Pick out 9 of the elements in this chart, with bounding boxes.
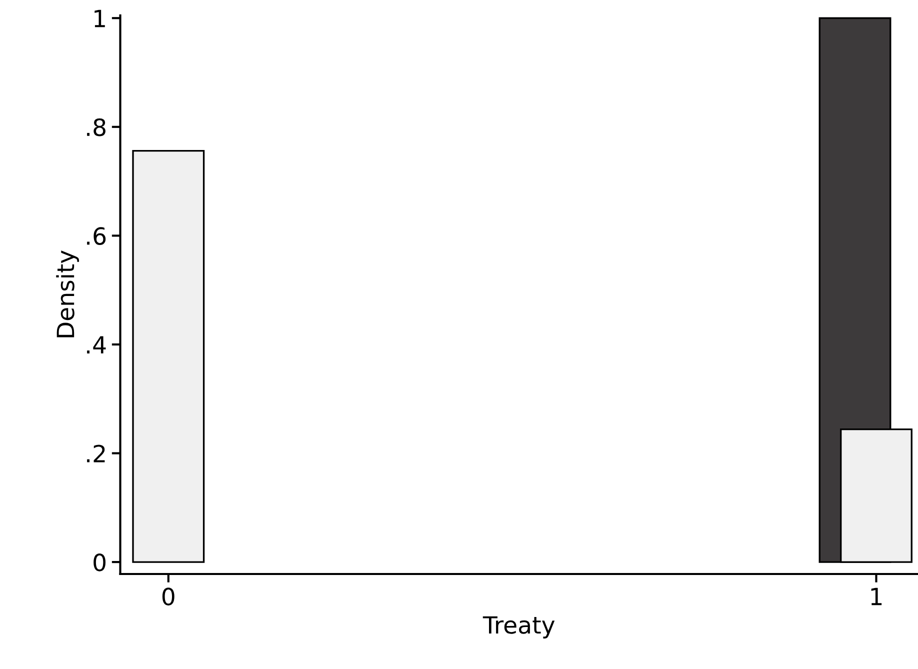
y-axis-title: Density xyxy=(56,250,79,338)
y-tick-label: 1 xyxy=(94,10,105,28)
y-tick-label: .6 xyxy=(87,227,106,245)
y-tick-label: .2 xyxy=(87,444,105,462)
x-axis-title: Treaty xyxy=(482,616,555,638)
y-tick-label: .4 xyxy=(87,336,106,354)
y-tick-label: .8 xyxy=(87,118,106,136)
bar xyxy=(132,150,205,563)
y-tick-label: 0 xyxy=(94,553,106,572)
